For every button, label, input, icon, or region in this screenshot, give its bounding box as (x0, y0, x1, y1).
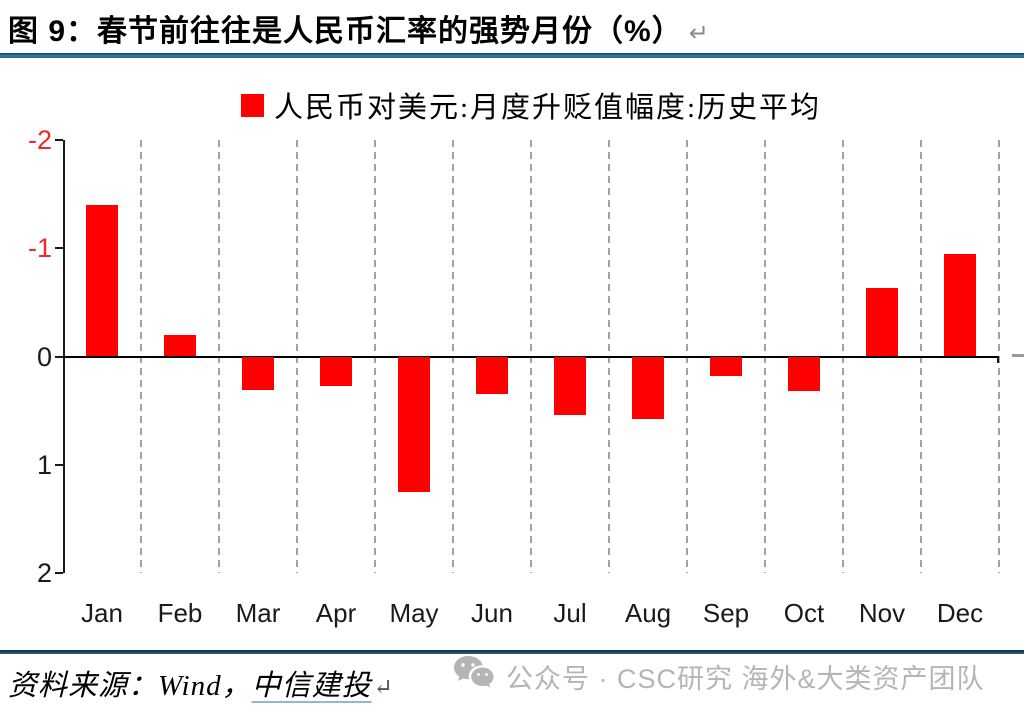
y-axis-tick (55, 572, 63, 574)
chart-legend: 人民币对美元:月度升贬值幅度:历史平均 (63, 88, 999, 124)
bar-apr (320, 356, 352, 386)
source-note: 资料来源：Wind，中信建投↵ (8, 662, 394, 704)
x-label-jun: Jun (471, 598, 513, 628)
x-label-may: May (389, 598, 439, 628)
bar-may (398, 356, 430, 492)
right-edge-tick (1012, 353, 1024, 357)
bar-jun (476, 356, 508, 395)
x-label-feb: Feb (157, 598, 203, 628)
bar-jul (554, 356, 586, 415)
figure-title: 图 9：春节前往往是人民币汇率的强势月份（%） ↵ (8, 6, 710, 50)
return-mark-icon: ↵ (373, 675, 394, 700)
y-axis-tick (55, 463, 63, 466)
watermark-text: 公众号 · CSC研究 海外&大类资产团队 (506, 664, 985, 694)
x-label-dec: Dec (936, 598, 984, 628)
x-label-aug: Aug (624, 598, 672, 628)
bar-nov (866, 288, 898, 357)
x-label-oct: Oct (783, 598, 825, 628)
footer-divider-rule (0, 650, 1024, 654)
return-mark-icon: ↵ (688, 20, 710, 47)
y-tick-label: 2 (36, 558, 52, 588)
bar-sep (710, 356, 742, 376)
x-label-jan: Jan (81, 598, 123, 628)
x-label-jul: Jul (553, 598, 587, 628)
wechat-icon (450, 650, 498, 703)
bar-dec (944, 253, 976, 357)
bar-jan (86, 204, 118, 357)
x-label-apr: Apr (315, 598, 357, 628)
legend-swatch (240, 93, 264, 117)
title-divider-rule (0, 53, 1024, 58)
y-tick-label: -1 (27, 233, 52, 264)
source-prefix: 资料来源：Wind， (8, 670, 252, 702)
y-axis-tick (55, 247, 63, 250)
y-axis-tick (55, 355, 63, 358)
y-tick-label: 0 (36, 341, 52, 372)
legend-label: 人民币对美元:月度升贬值幅度:历史平均 (273, 92, 822, 124)
source-link[interactable]: 中信建投 (251, 670, 372, 702)
zero-line-end-tick (997, 356, 999, 363)
y-tick-label: -2 (27, 125, 52, 155)
bar-feb (164, 334, 196, 357)
bar-oct (788, 356, 820, 392)
bar-aug (632, 356, 664, 420)
x-label-nov: Nov (858, 598, 906, 628)
x-label-mar: Mar (235, 598, 281, 628)
bar-mar (242, 356, 274, 391)
zero-baseline (63, 355, 999, 358)
figure-title-text: 图 9：春节前往往是人民币汇率的强势月份（%） (8, 15, 683, 48)
watermark: 公众号 · CSC研究 海外&大类资产团队 (450, 650, 985, 703)
x-label-sep: Sep (702, 598, 750, 628)
y-tick-label: 1 (36, 449, 52, 480)
y-axis-tick (55, 139, 63, 141)
month-boundary-gridline (998, 140, 1000, 573)
